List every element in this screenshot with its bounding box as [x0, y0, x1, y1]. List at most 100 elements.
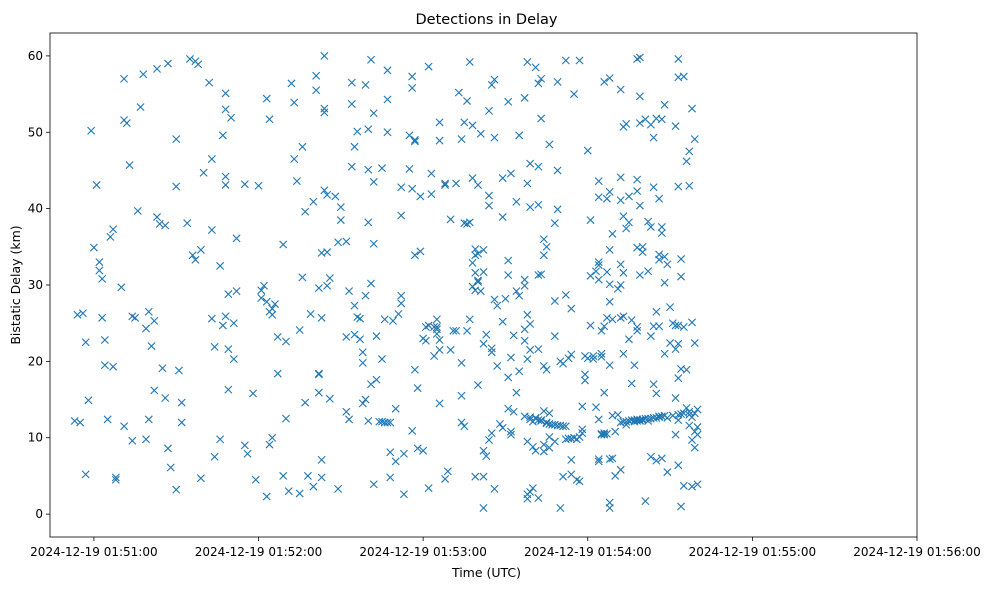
data-point: [465, 218, 474, 227]
data-point: [380, 315, 389, 324]
data-point: [364, 125, 373, 134]
data-point: [95, 266, 104, 275]
data-point: [109, 362, 118, 371]
data-point: [484, 436, 493, 445]
data-point: [142, 324, 151, 333]
data-point: [397, 299, 406, 308]
data-point: [174, 366, 183, 375]
data-point: [98, 313, 107, 322]
data-point: [504, 97, 513, 106]
data-point: [364, 165, 373, 174]
data-point: [306, 310, 315, 319]
data-point: [564, 354, 573, 363]
data-point: [616, 281, 625, 289]
data-point: [663, 413, 672, 422]
data-point: [463, 326, 472, 335]
data-point: [314, 388, 323, 397]
data-point: [435, 335, 444, 344]
data-point: [100, 361, 109, 370]
plot-area-frame: [49, 32, 918, 538]
data-point: [542, 419, 551, 428]
data-point: [605, 280, 614, 289]
data-point: [87, 126, 96, 135]
data-point: [578, 402, 587, 411]
data-point: [608, 229, 617, 238]
data-point: [84, 396, 93, 405]
data-point: [594, 261, 603, 270]
data-point: [397, 211, 406, 220]
data-point: [367, 279, 375, 288]
data-point: [688, 482, 697, 491]
data-point: [207, 155, 216, 163]
data-point: [419, 446, 428, 455]
data-point: [635, 271, 644, 280]
data-point: [334, 238, 343, 247]
data-point: [369, 480, 378, 489]
y-axis-ticks: 0 10 20 30 40 50 60: [28, 49, 50, 521]
data-point: [479, 472, 488, 481]
x-axis-ticks: 2024-12-19 01:51:00 2024-12-19 01:52:00 20…: [30, 537, 981, 559]
data-point: [394, 310, 403, 319]
data-point: [526, 487, 535, 496]
data-point: [449, 326, 458, 335]
data-point: [377, 164, 386, 173]
data-point: [633, 187, 642, 196]
data-point: [534, 494, 543, 503]
data-point: [534, 162, 543, 171]
data-point: [364, 416, 373, 425]
data-point: [520, 275, 529, 284]
data-point: [364, 218, 373, 227]
data-point: [657, 115, 666, 124]
data-point: [290, 155, 299, 163]
data-point: [410, 135, 419, 144]
data-point: [410, 365, 419, 374]
data-point: [361, 291, 370, 300]
data-point: [301, 207, 310, 216]
data-points: [70, 51, 702, 512]
data-point: [136, 103, 145, 112]
data-point: [432, 323, 441, 331]
data-point: [262, 492, 271, 501]
data-point: [679, 72, 688, 81]
data-point: [487, 80, 496, 89]
data-point: [457, 358, 466, 367]
data-point: [474, 180, 483, 189]
data-point: [583, 146, 592, 155]
data-point: [413, 444, 422, 453]
data-point: [690, 135, 699, 144]
data-point: [592, 403, 600, 412]
data-point: [265, 440, 274, 449]
data-point: [693, 430, 702, 439]
data-point: [646, 222, 655, 231]
data-point: [432, 329, 441, 338]
data-point: [677, 272, 686, 281]
data-point: [602, 429, 611, 438]
data-point: [205, 78, 214, 87]
data-point: [498, 174, 507, 183]
data-point: [594, 177, 603, 186]
data-point: [153, 213, 161, 222]
data-point: [627, 379, 636, 388]
data-point: [586, 321, 595, 330]
data-point: [353, 127, 362, 136]
data-point: [424, 484, 433, 493]
data-point: [490, 133, 499, 142]
data-point: [506, 353, 515, 362]
data-point: [619, 268, 628, 277]
data-point: [501, 294, 510, 303]
data-point: [498, 317, 507, 326]
data-point: [515, 291, 524, 300]
data-point: [221, 105, 230, 114]
data-point: [627, 316, 636, 325]
data-point: [427, 169, 436, 178]
data-point: [575, 432, 584, 441]
data-point: [240, 441, 249, 450]
data-point: [657, 222, 666, 231]
data-point: [671, 321, 680, 330]
data-point: [317, 455, 326, 464]
data-point: [133, 206, 142, 215]
data-point: [413, 384, 422, 393]
data-point: [484, 191, 493, 200]
data-point: [523, 179, 532, 188]
data-point: [191, 255, 200, 264]
